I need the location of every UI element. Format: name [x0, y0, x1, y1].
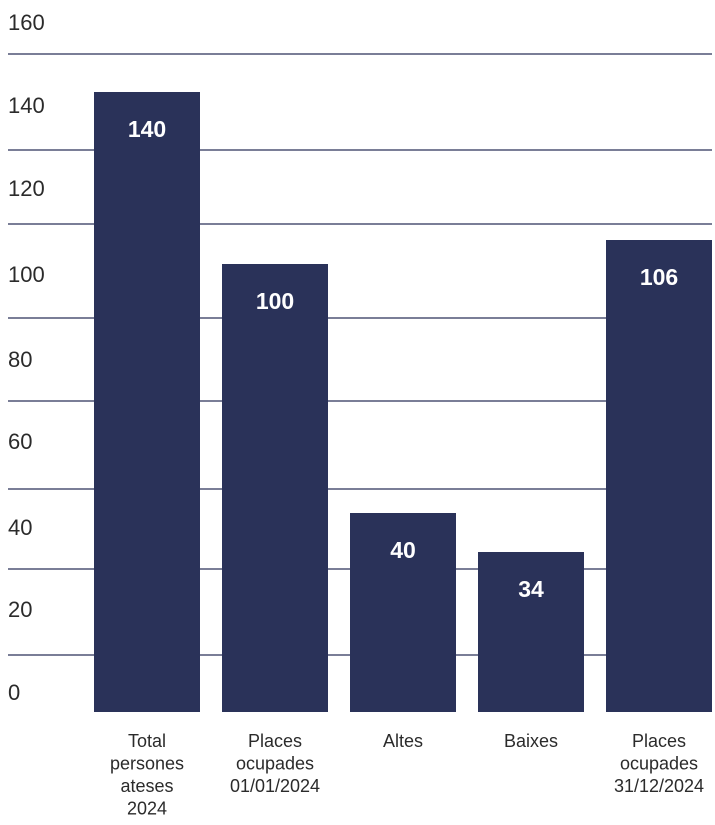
bar-value-label: 40 [390, 537, 416, 563]
category-label-line: Places [248, 731, 302, 751]
category-label-line: Baixes [504, 731, 558, 751]
category-label: Total persones ateses 2024 [110, 731, 184, 819]
category-label-line: 31/12/2024 [614, 776, 704, 796]
y-tick-label: 40 [8, 515, 32, 540]
category-label-line: ocupades [620, 754, 698, 774]
bar [606, 240, 712, 712]
category-label-line: 2024 [127, 799, 167, 819]
bar [350, 513, 456, 712]
y-tick-label: 20 [8, 597, 32, 622]
category-label-line: ateses [120, 776, 173, 796]
category-label-line: persones [110, 754, 184, 774]
bar [94, 92, 200, 712]
category-label-line: Altes [383, 731, 423, 751]
category-label-line: Total [128, 731, 166, 751]
category-label-line: Places [632, 731, 686, 751]
bar [222, 264, 328, 712]
bars [94, 92, 712, 712]
y-tick-label: 60 [8, 429, 32, 454]
category-label-line: ocupades [236, 754, 314, 774]
bar-value-label: 140 [128, 116, 166, 142]
bar-value-label: 100 [256, 288, 294, 314]
y-tick-label: 0 [8, 680, 20, 705]
category-label-line: 01/01/2024 [230, 776, 320, 796]
category-label: Places ocupades 01/01/2024 [230, 731, 320, 796]
y-tick-label: 140 [8, 93, 45, 118]
value-labels: 140 100 40 34 106 [128, 116, 678, 602]
bar-value-label: 34 [518, 576, 544, 602]
bar [478, 552, 584, 712]
category-label: Altes [383, 731, 423, 751]
y-tick-label: 80 [8, 347, 32, 372]
category-label: Baixes [504, 731, 558, 751]
y-tick-label: 100 [8, 262, 45, 287]
bar-value-label: 106 [640, 264, 678, 290]
y-tick-label: 120 [8, 176, 45, 201]
category-label: Places ocupades 31/12/2024 [614, 731, 704, 796]
y-axis-ticks: 0 20 40 60 80 100 120 140 160 [8, 10, 45, 705]
y-tick-label: 160 [8, 10, 45, 35]
